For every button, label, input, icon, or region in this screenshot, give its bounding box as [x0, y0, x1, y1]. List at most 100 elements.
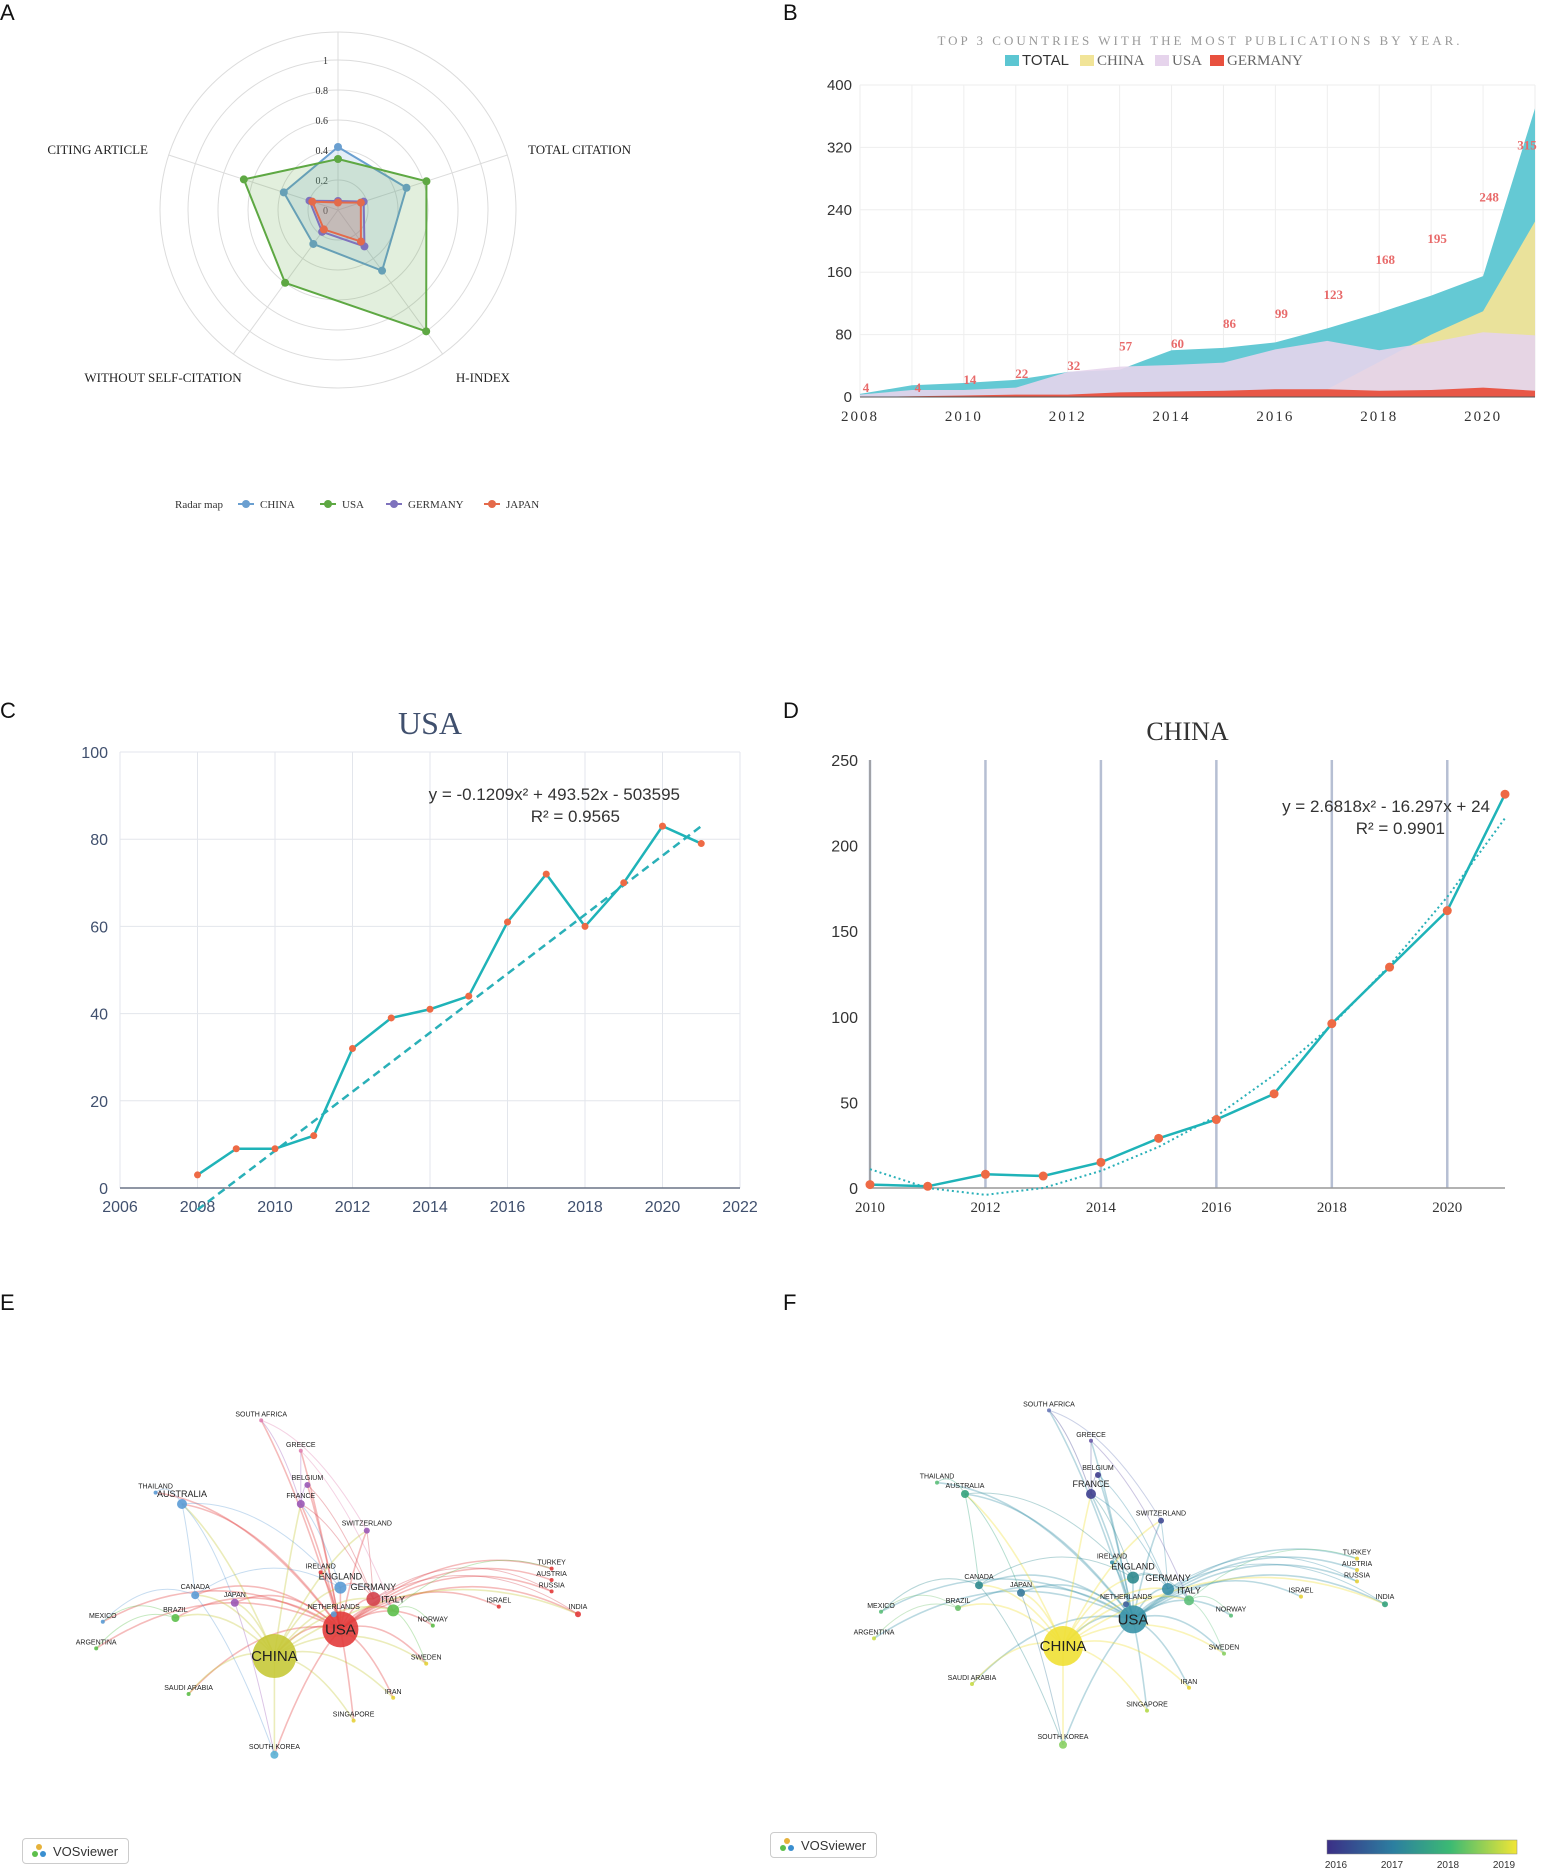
- y-tick-label: 400: [827, 77, 852, 94]
- network-link: [1020, 1592, 1064, 1745]
- network-link: [1062, 1519, 1162, 1647]
- node-label: TURKEY: [537, 1560, 566, 1567]
- node-label: RUSSIA: [539, 1582, 565, 1589]
- node-saudi-arabia: [186, 1692, 191, 1696]
- network-link: [181, 1502, 341, 1588]
- data-label: 86: [1223, 316, 1237, 331]
- data-point: [865, 1180, 875, 1190]
- network-link: [194, 1585, 341, 1631]
- node-label: BELGIUM: [292, 1475, 324, 1482]
- radar-legend-title: Radar map: [175, 499, 223, 511]
- radar-point: [422, 177, 431, 186]
- node-iran: [391, 1695, 396, 1700]
- data-point: [980, 1169, 990, 1179]
- network-link: [339, 1591, 500, 1631]
- x-tick-label: 2012: [1049, 409, 1087, 425]
- node-greece: [298, 1448, 303, 1453]
- vosviewer-label: VOSviewer: [801, 1837, 867, 1853]
- node-label: CHINA: [251, 1648, 298, 1665]
- data-label: 99: [1275, 306, 1289, 321]
- radar-point: [279, 188, 288, 197]
- network-link: [1132, 1580, 1302, 1621]
- radar-point: [281, 278, 290, 287]
- radar-axis-label: CITING ARTICLE: [47, 142, 148, 157]
- x-tick-label: 2012: [335, 1199, 371, 1216]
- y-tick-label: 40: [90, 1007, 108, 1024]
- network-link: [880, 1578, 980, 1613]
- node-label: NORWAY: [417, 1617, 448, 1624]
- node-usa: [322, 1611, 359, 1648]
- network-link: [880, 1578, 1134, 1621]
- radar-point: [308, 197, 317, 206]
- data-point: [1442, 906, 1452, 916]
- network-link: [1048, 1410, 1134, 1620]
- data-label: 57: [1119, 339, 1133, 354]
- node-label: ENGLAND: [319, 1572, 363, 1582]
- panel-label-b: B: [783, 0, 798, 25]
- node-france: [1086, 1489, 1096, 1499]
- radar-tick-label: 0.8: [316, 86, 329, 97]
- network-link: [300, 1503, 342, 1630]
- network-link: [1160, 1520, 1169, 1590]
- node-belgium: [1095, 1472, 1101, 1478]
- node-india: [575, 1611, 581, 1618]
- data-label: 14: [963, 372, 977, 387]
- node-mexico: [879, 1609, 883, 1614]
- node-label: SWEDEN: [411, 1655, 442, 1662]
- x-tick-label: 2006: [102, 1199, 138, 1216]
- scale-tick-label: 2019: [1493, 1860, 1516, 1871]
- network-link: [1132, 1548, 1358, 1621]
- year-color-scale: 2016 2017 2018 2019: [1325, 1839, 1518, 1871]
- radar-point: [356, 237, 365, 246]
- data-point: [426, 1005, 434, 1013]
- legend-label-china: CHINA: [260, 499, 295, 511]
- radar-point: [239, 175, 248, 184]
- scale-gradient-bar: [1326, 1839, 1518, 1855]
- data-point: [581, 922, 589, 930]
- network-link: [1062, 1623, 1225, 1655]
- network-link: [1090, 1493, 1169, 1590]
- node-switzerland: [363, 1527, 370, 1534]
- network-link: [1048, 1409, 1162, 1521]
- radar-axis-label: WITHOUT SELF-CITATION: [84, 370, 242, 385]
- radar-tick-label: 1: [323, 56, 328, 67]
- x-tick-label: 2016: [490, 1199, 526, 1216]
- data-label: 60: [1171, 336, 1184, 351]
- network-link: [339, 1585, 579, 1631]
- panel-label-f: F: [783, 1290, 797, 1315]
- node-label: BELGIUM: [1082, 1465, 1114, 1472]
- node-label: SWEDEN: [1209, 1645, 1240, 1652]
- area-chart-title: TOP 3 COUNTRIES WITH THE MOST PUBLICATIO…: [937, 33, 1462, 48]
- network-link: [373, 1567, 552, 1600]
- network-link: [1097, 1474, 1134, 1620]
- data-label: 248: [1479, 190, 1499, 205]
- chart-title: CHINA: [1146, 717, 1229, 746]
- node-label: AUSTRALIA: [157, 1489, 207, 1499]
- network-link: [1090, 1493, 1134, 1578]
- network-link: [155, 1491, 342, 1630]
- node-germany: [366, 1592, 381, 1606]
- node-label: ARGENTINA: [854, 1629, 895, 1636]
- node-label: ITALY: [1177, 1585, 1201, 1595]
- network-link: [936, 1481, 1134, 1620]
- node-label: SAUDI ARABIA: [164, 1685, 213, 1692]
- radar-tick-label: 0.2: [316, 176, 329, 187]
- y-tick-label: 0: [849, 1181, 858, 1198]
- network-link: [1020, 1583, 1134, 1620]
- node-label: SINGAPORE: [1126, 1702, 1168, 1709]
- node-sweden: [424, 1661, 429, 1666]
- node-south-korea: [1059, 1740, 1067, 1749]
- network-link: [1062, 1576, 1386, 1647]
- network-link: [971, 1615, 1134, 1685]
- y-tick-label: 100: [81, 745, 108, 762]
- x-tick-label: 2008: [841, 409, 879, 425]
- y-tick-label: 240: [827, 202, 852, 219]
- node-greece: [1089, 1438, 1093, 1443]
- area-series-germany: [860, 387, 1535, 397]
- panel-label-c: C: [0, 698, 16, 723]
- publications-area-chart: TOP 3 COUNTRIES WITH THE MOST PUBLICATIO…: [827, 33, 1537, 425]
- network-link: [1188, 1548, 1358, 1601]
- legend-swatch: [1080, 55, 1094, 66]
- network-link: [102, 1588, 196, 1623]
- vosviewer-badge-e: VOSviewer: [22, 1838, 130, 1864]
